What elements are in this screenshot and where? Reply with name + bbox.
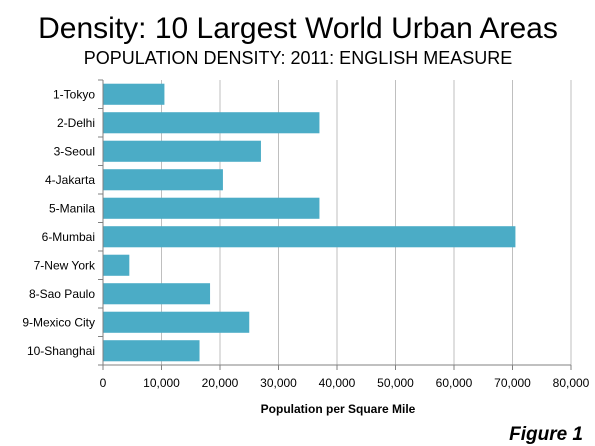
bar (103, 226, 516, 248)
bar (103, 254, 130, 276)
y-category-label: 3-Seoul (54, 144, 95, 158)
y-category-label: 5-Manila (49, 201, 95, 215)
y-category-label: 6-Mumbai (42, 230, 95, 244)
y-category-label: 4-Jakarta (45, 173, 95, 187)
bars (103, 83, 516, 362)
bar (103, 169, 223, 191)
bar (103, 140, 261, 162)
y-category-label: 1-Tokyo (53, 87, 95, 101)
x-tick-label: 50,000 (377, 376, 414, 390)
x-tick-label: 0 (100, 376, 107, 390)
bar (103, 197, 320, 219)
bar (103, 340, 200, 362)
x-tick-label: 10,000 (143, 376, 180, 390)
y-category-label: 10-Shanghai (27, 344, 95, 358)
x-axis-title: Population per Square Mile (261, 402, 416, 416)
x-tick-label: 40,000 (319, 376, 356, 390)
axes (98, 79, 572, 370)
x-tick-label: 60,000 (436, 376, 473, 390)
chart-subtitle: POPULATION DENSITY: 2011: ENGLISH MEASUR… (84, 48, 512, 68)
labels: 0 10,000 20,000 30,000 40,000 50,000 60,000 70,… (22, 87, 589, 390)
y-category-label: 2-Delhi (57, 116, 95, 130)
bar (103, 83, 165, 105)
chart-title: Density: 10 Largest World Urban Areas (38, 12, 558, 45)
figure-label: Figure 1 (509, 424, 583, 445)
x-tick-label: 30,000 (260, 376, 297, 390)
x-tick-label: 70,000 (494, 376, 531, 390)
bar (103, 311, 250, 333)
y-category-label: 9-Mexico City (22, 315, 95, 329)
x-tick-label: 80,000 (553, 376, 590, 390)
bar (103, 283, 211, 305)
bar (103, 112, 320, 134)
y-category-label: 8-Sao Paulo (29, 287, 95, 301)
y-category-label: 7-New York (34, 258, 96, 272)
x-tick-label: 20,000 (202, 376, 239, 390)
